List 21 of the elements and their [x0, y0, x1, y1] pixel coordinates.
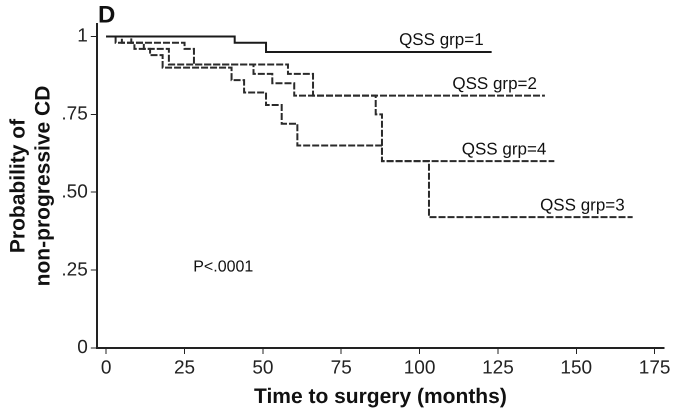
x-tick-label: 125 [482, 358, 514, 379]
y-tick-label: .25 [61, 259, 88, 280]
x-tick-label: 100 [404, 358, 436, 379]
y-tick-label: 1 [77, 26, 88, 47]
series-label: QSS grp=3 [540, 195, 625, 214]
y-tick-label: 0 [77, 337, 88, 358]
x-tick-label: 75 [330, 358, 352, 379]
x-axis-title: Time to surgery (months) [254, 385, 507, 408]
series-label: QSS grp=4 [462, 139, 546, 158]
annotation: P<.0001 [193, 258, 254, 276]
chart-title: D [98, 2, 116, 29]
x-tick-label: 25 [174, 358, 196, 379]
x-tick-label: 150 [560, 358, 592, 379]
y-axis-title: Probability of non-progressive CD [6, 86, 55, 286]
series-label: QSS grp=2 [452, 74, 537, 93]
x-tick-label: 0 [100, 358, 112, 379]
series-label: QSS grp=1 [399, 30, 484, 50]
y-tick-label: .75 [61, 104, 88, 125]
x-tick-label: 50 [252, 358, 274, 379]
y-tick-label: .50 [61, 181, 88, 202]
x-tick-label: 175 [638, 358, 670, 379]
